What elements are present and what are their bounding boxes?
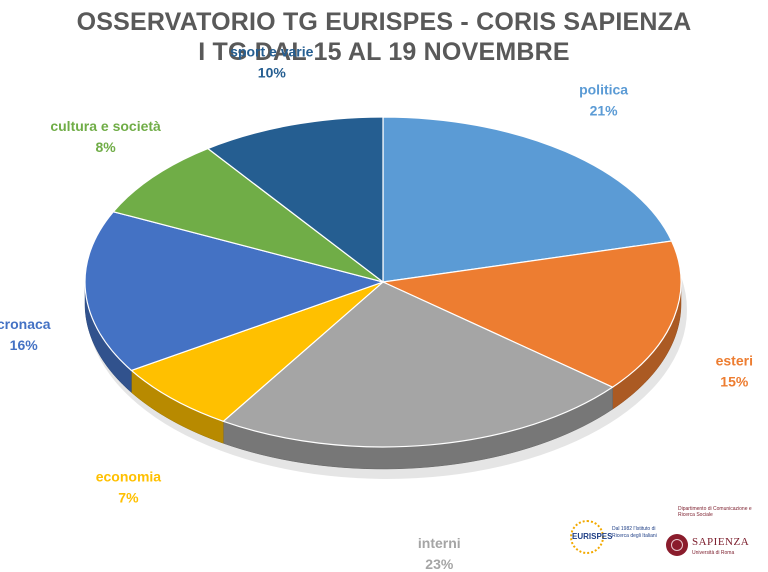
chart-title-line2: I TG DAL 15 AL 19 NOVEMBRE <box>198 38 570 66</box>
data-label-value-sport-e-varie: 10% <box>258 65 287 81</box>
logos-area: EURISPES Dal 1982 l'Istituto di Ricerca … <box>560 500 768 572</box>
sapienza-name: SAPIENZA <box>692 536 750 548</box>
pie-slice-interni <box>222 281 614 448</box>
data-label-name-esteri: esteri <box>716 353 753 369</box>
data-label-value-interni: 23% <box>425 556 454 572</box>
pie-slice-politica <box>382 116 673 283</box>
pie-slice-cultura-e-società <box>112 147 384 283</box>
data-label-name-interni: interni <box>418 535 461 551</box>
pie-slice-economia <box>130 281 384 422</box>
data-label-value-economia: 7% <box>118 490 139 506</box>
data-label-name-economia: economia <box>96 469 162 485</box>
data-label-value-esteri: 15% <box>720 374 749 390</box>
data-label-value-cultura-e-società: 8% <box>95 139 116 155</box>
eurispes-logo: EURISPES Dal 1982 l'Istituto di Ricerca … <box>570 520 680 560</box>
sapienza-seal-icon <box>666 534 688 556</box>
eurispes-name: EURISPES <box>572 532 613 541</box>
data-label-name-sport-e-varie: sport e varie <box>230 44 313 60</box>
sapienza-subtitle: Università di Roma <box>692 550 735 556</box>
sapienza-logo: Dipartimento di Comunicazione e Ricerca … <box>666 502 766 568</box>
eurispes-note: Dal 1982 l'Istituto di Ricerca degli Ita… <box>612 526 657 539</box>
data-label-value-politica: 21% <box>590 103 619 119</box>
data-label-name-cronaca: cronaca <box>0 316 51 332</box>
data-label-name-cultura-e-società: cultura e società <box>50 118 161 134</box>
sapienza-department: Dipartimento di Comunicazione e Ricerca … <box>678 506 752 518</box>
chart-title-line1: OSSERVATORIO TG EURISPES - CORIS SAPIENZ… <box>76 8 692 36</box>
pie-slice-esteri <box>380 240 682 388</box>
pie-slice-cronaca <box>84 211 386 372</box>
pie-slice-sport-e-varie <box>206 116 384 284</box>
data-label-value-cronaca: 16% <box>10 337 39 353</box>
data-label-name-politica: politica <box>579 82 628 98</box>
eurispes-ring-icon <box>570 520 604 554</box>
